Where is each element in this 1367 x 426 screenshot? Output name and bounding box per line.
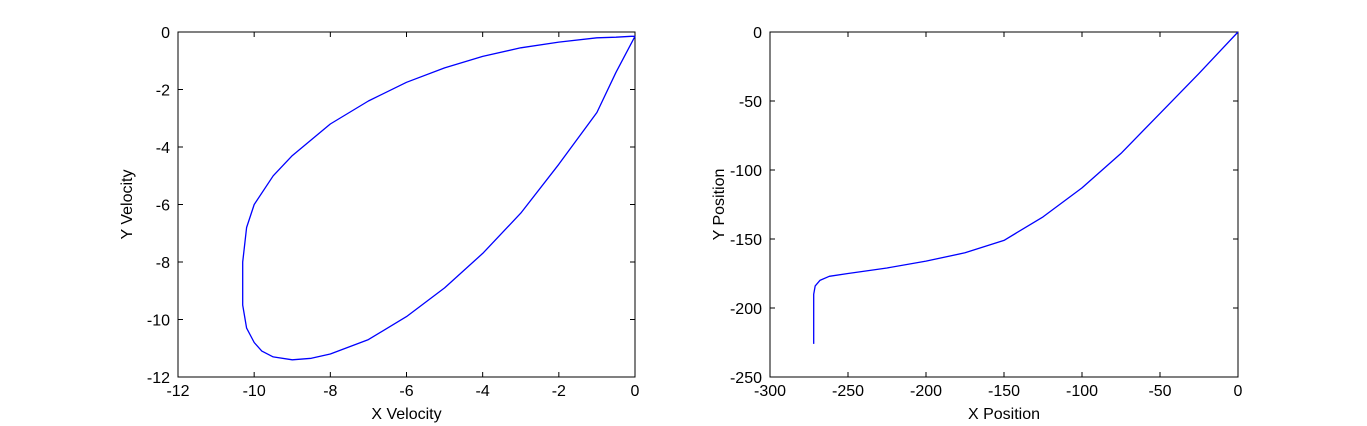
x-tick-label: 0 <box>631 383 640 400</box>
series-line-1 <box>242 35 636 361</box>
y-tick-label: -200 <box>730 301 762 318</box>
x-tick-label: -50 <box>1148 383 1171 400</box>
y-tick-label: -8 <box>156 255 170 272</box>
series-line-1 <box>813 31 1239 344</box>
y-axis-label: Y Velocity <box>119 170 136 240</box>
x-axis-label: X Velocity <box>371 406 441 423</box>
y-axis-label: Y Position <box>711 169 728 241</box>
chart-1: -12 -10 -8 -6 -4 -2 0 -12 -10 -8 -6 -4 -2 0 X Velocity… <box>119 25 640 423</box>
y-tick-label: -250 <box>730 370 762 387</box>
y-tick-label: -4 <box>156 140 170 157</box>
plot-area <box>769 31 1239 378</box>
y-tick-label: -12 <box>147 370 170 387</box>
x-tick-label: -100 <box>1066 383 1098 400</box>
x-tick-label: -6 <box>399 383 413 400</box>
chart-2: -300 -250 -200 -150 -100 -50 0-250-200-150-100… <box>711 25 1243 423</box>
y-tick-label: -6 <box>156 198 170 215</box>
y-tick-label: -2 <box>156 83 170 100</box>
x-axis-label: X Position <box>968 406 1040 423</box>
x-tick-label: -200 <box>910 383 942 400</box>
x-tick-label: -150 <box>988 383 1020 400</box>
y-tick-label: 0 <box>753 25 762 42</box>
x-tick-label: 0 <box>1234 383 1243 400</box>
x-tick-label: -8 <box>323 383 337 400</box>
x-tick-label: -10 <box>243 383 266 400</box>
y-tick-label: -50 <box>739 94 762 111</box>
y-tick-label: -10 <box>147 313 170 330</box>
x-tick-label: -250 <box>832 383 864 400</box>
x-tick-label: -2 <box>552 383 566 400</box>
x-tick-label: -12 <box>166 383 189 400</box>
x-tick-label: -4 <box>476 383 490 400</box>
y-tick-label: -150 <box>730 232 762 249</box>
y-tick-label: -100 <box>730 163 762 180</box>
y-tick-label: 0 <box>161 25 170 42</box>
x-tick-label: -300 <box>754 383 786 400</box>
